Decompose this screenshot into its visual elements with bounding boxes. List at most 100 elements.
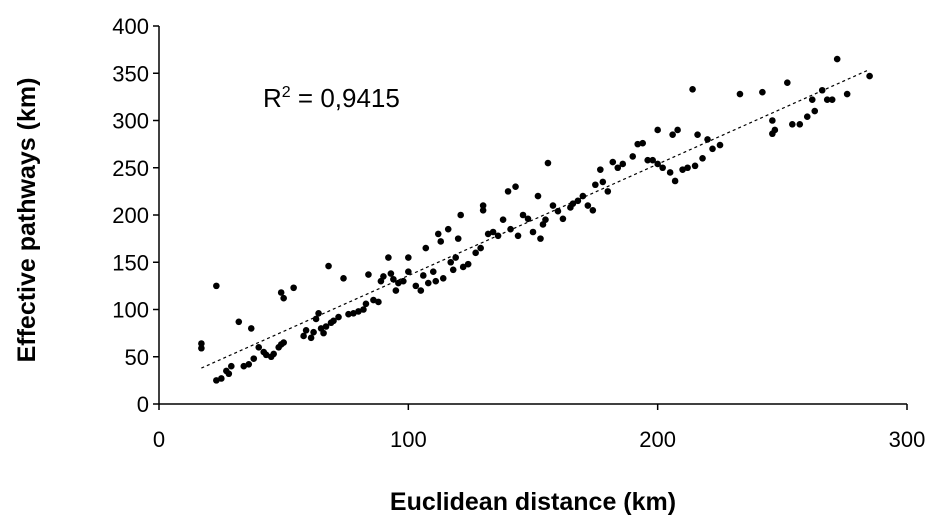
data-point (544, 159, 552, 167)
data-point (325, 262, 332, 270)
y-tick-label: 300 (112, 109, 149, 134)
trendline (201, 68, 870, 369)
y-tick-label: 250 (112, 156, 149, 181)
data-point (365, 271, 372, 278)
data-point (512, 183, 519, 190)
data-point (592, 181, 599, 189)
data-point (412, 282, 420, 290)
data-point (449, 266, 457, 274)
data-point (228, 362, 235, 370)
data-point (432, 277, 440, 285)
data-point (704, 136, 711, 143)
data-point (198, 340, 205, 347)
y-tick-label: 200 (112, 203, 149, 228)
data-point (689, 86, 696, 93)
data-point (811, 107, 819, 115)
data-point (419, 272, 427, 279)
data-point (312, 315, 320, 323)
data-point (290, 284, 297, 292)
data-point (245, 361, 253, 368)
data-point (579, 192, 587, 200)
data-point (464, 260, 472, 268)
trendline-layer (201, 68, 870, 369)
data-point (534, 192, 542, 200)
data-point (447, 258, 455, 266)
data-point (671, 177, 679, 185)
data-point (280, 294, 287, 302)
data-point (639, 139, 647, 147)
data-point (310, 328, 317, 336)
axes-layer (153, 25, 908, 410)
data-point (504, 188, 512, 195)
data-point (300, 332, 307, 340)
data-point (472, 249, 479, 257)
data-point (489, 228, 497, 236)
data-point (345, 310, 352, 318)
data-point (390, 275, 397, 283)
data-point (459, 263, 467, 271)
data-point (833, 55, 841, 63)
data-point (494, 232, 502, 240)
tick-labels-layer: 0 50 100 150 200 250 300 350 400 0 100 200 300 (112, 14, 925, 452)
data-point (866, 72, 873, 80)
r-squared-value: = 0,9415 (291, 83, 400, 113)
data-point (255, 344, 263, 351)
data-point (634, 140, 642, 148)
y-tick-label: 150 (112, 250, 149, 275)
data-point (270, 350, 277, 358)
data-point (589, 206, 597, 214)
data-point (444, 225, 452, 233)
x-tick-label: 100 (390, 427, 427, 452)
data-point (679, 166, 686, 173)
data-point (808, 96, 816, 104)
data-point (277, 289, 285, 296)
x-tick-label: 0 (153, 427, 165, 452)
data-point (828, 96, 836, 104)
data-point (709, 145, 716, 153)
data-point (644, 156, 651, 164)
y-tick-label: 400 (112, 14, 149, 39)
data-point (400, 277, 407, 285)
data-point (350, 309, 357, 317)
data-point (529, 228, 537, 236)
data-point (629, 153, 637, 160)
y-tick-label: 100 (112, 298, 149, 323)
data-point (507, 225, 514, 233)
data-point (694, 131, 701, 138)
data-point (422, 244, 430, 252)
data-point (499, 216, 507, 224)
data-point (654, 126, 661, 134)
data-point (335, 313, 342, 321)
data-point (484, 230, 492, 238)
data-point (519, 211, 527, 219)
data-point (716, 141, 724, 149)
data-point (395, 279, 402, 287)
data-point (479, 202, 487, 209)
data-point (235, 318, 243, 326)
data-point (250, 355, 258, 362)
data-point (542, 216, 549, 224)
data-points-layer (198, 55, 873, 384)
data-point (340, 275, 347, 282)
data-point (691, 162, 699, 170)
data-point (554, 207, 562, 215)
r-symbol: R (263, 83, 282, 113)
data-point (213, 377, 220, 384)
data-point (439, 275, 447, 282)
data-point (262, 351, 270, 359)
data-point (437, 238, 445, 245)
data-point (584, 202, 592, 209)
y-axis-title: Effective pathways (km) (13, 78, 41, 363)
data-point (684, 164, 691, 172)
data-point (736, 90, 744, 98)
data-point (362, 300, 370, 308)
data-point (609, 158, 617, 166)
data-point (370, 296, 377, 304)
data-point (457, 211, 464, 219)
data-point (843, 90, 851, 98)
data-point (387, 270, 395, 277)
data-point (559, 215, 567, 223)
data-point (784, 79, 791, 86)
data-point (240, 362, 248, 370)
y-tick-label: 350 (112, 61, 149, 86)
